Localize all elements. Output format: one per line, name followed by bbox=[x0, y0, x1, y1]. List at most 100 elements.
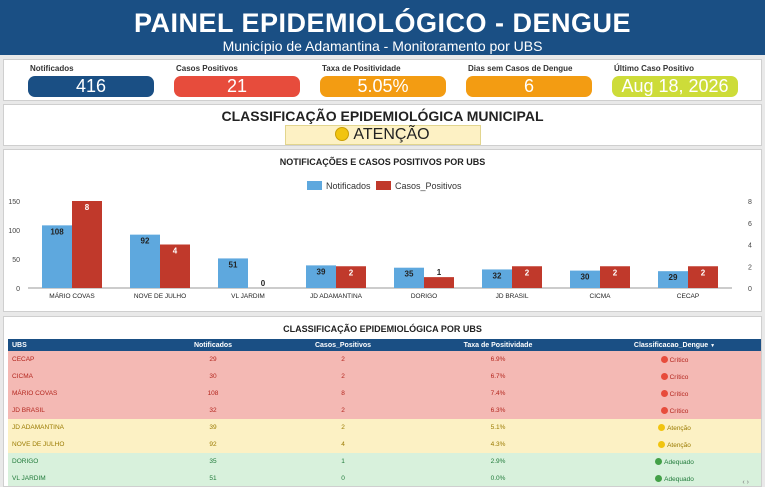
bar-chart-panel: NOTIFICAÇÕES E CASOS POSITIVOS POR UBS N… bbox=[3, 149, 762, 312]
kpi-dias-sem-casos: Dias sem Casos de Dengue 6 bbox=[466, 60, 592, 97]
data-label-notificados: 51 bbox=[229, 260, 238, 269]
chart-title: NOTIFICAÇÕES E CASOS POSITIVOS POR UBS bbox=[279, 157, 486, 167]
kpi-label: Último Caso Positivo bbox=[614, 64, 695, 73]
col-casos-positivos[interactable]: Casos_Positivos bbox=[314, 341, 372, 349]
cell-positivos: 2 bbox=[341, 407, 345, 414]
table-row[interactable]: MÁRIO COVAS 108 8 7.4% Crítico bbox=[8, 385, 761, 402]
bar-notificados bbox=[130, 234, 160, 288]
cell-taxa: 2.9% bbox=[490, 458, 506, 465]
cell-classificacao: Adequado bbox=[588, 470, 761, 486]
y-right-tick-label: 0 bbox=[748, 286, 752, 293]
cell-positivos: 4 bbox=[341, 441, 345, 448]
data-label-notificados: 29 bbox=[669, 273, 678, 282]
cell-ubs: VL JARDIM bbox=[12, 475, 46, 482]
table-row[interactable]: JD ADAMANTINA 39 2 5.1% Atenção bbox=[8, 419, 761, 436]
y-left-tick-label: 100 bbox=[8, 228, 20, 235]
ubs-table-panel: CLASSIFICAÇÃO EPIDEMIOLÓGICA POR UBS UBS… bbox=[3, 316, 762, 487]
kpi-value: 5.05% bbox=[320, 76, 446, 97]
cell-classificacao: Crítico bbox=[588, 385, 761, 402]
y-right-tick-label: 8 bbox=[748, 199, 752, 206]
cell-ubs: JD ADAMANTINA bbox=[12, 424, 65, 431]
table-row[interactable]: CICMA 30 2 6.7% Crítico bbox=[8, 368, 761, 385]
kpi-label: Notificados bbox=[30, 64, 74, 73]
y-left-tick-label: 0 bbox=[16, 286, 20, 293]
cell-notificados: 39 bbox=[209, 424, 217, 431]
cell-positivos: 2 bbox=[341, 356, 345, 363]
dashboard-header: PAINEL EPIDEMIOLÓGICO - DENGUE Município… bbox=[0, 0, 765, 55]
cell-ubs: JD BRASIL bbox=[12, 407, 45, 414]
y-right-tick-label: 6 bbox=[748, 221, 752, 228]
cell-ubs: CECAP bbox=[12, 356, 35, 363]
data-label-casos-positivos: 8 bbox=[85, 203, 90, 212]
kpi-scorecards: Notificados 416 Casos Positivos 21 Taxa … bbox=[3, 59, 762, 101]
table-row[interactable]: CECAP 29 2 6.9% Crítico bbox=[8, 351, 761, 368]
page-title: PAINEL EPIDEMIOLÓGICO - DENGUE bbox=[133, 8, 632, 38]
yellow-circle-icon bbox=[335, 127, 350, 141]
municipal-classification: CLASSIFICAÇÃO EPIDEMIOLÓGICA MUNICIPAL A… bbox=[3, 104, 762, 146]
bar-notificados bbox=[306, 265, 336, 288]
page-subtitle: Município de Adamantina - Monitoramento … bbox=[222, 38, 543, 54]
col-notificados[interactable]: Notificados bbox=[193, 341, 233, 349]
kpi-value: 21 bbox=[174, 76, 300, 97]
classification-title: CLASSIFICAÇÃO EPIDEMIOLÓGICA MUNICIPAL bbox=[221, 108, 544, 124]
kpi-notificados: Notificados 416 bbox=[28, 60, 154, 97]
sort-desc-icon: ▼ bbox=[710, 342, 716, 349]
bar-notificados bbox=[482, 269, 512, 288]
classification-badge: ATENÇÃO bbox=[284, 125, 481, 145]
cell-taxa: 6.3% bbox=[490, 407, 506, 414]
data-label-notificados: 32 bbox=[493, 271, 502, 280]
table-row[interactable]: NOVE DE JULHO 92 4 4.3% Atenção bbox=[8, 436, 761, 453]
pagination-arrows[interactable]: ‹ › bbox=[742, 479, 749, 486]
cell-taxa: 6.9% bbox=[490, 356, 506, 363]
x-tick-label: VL JARDIM bbox=[231, 293, 265, 300]
table-row[interactable]: JD BRASIL 32 2 6.3% Crítico bbox=[8, 402, 761, 419]
kpi-label: Taxa de Positividade bbox=[322, 64, 401, 73]
col-taxa[interactable]: Taxa de Positividade bbox=[463, 341, 533, 349]
classification-text: Crítico bbox=[669, 356, 689, 364]
y-left-tick-label: 50 bbox=[12, 257, 20, 264]
table-row[interactable]: DORIGO 35 1 2.9% Adequado bbox=[8, 453, 761, 470]
status-dot-icon bbox=[658, 440, 666, 448]
classification-text: Crítico bbox=[669, 373, 689, 381]
cell-classificacao: Crítico bbox=[588, 402, 761, 419]
bar-notificados bbox=[570, 270, 600, 288]
col-ubs[interactable]: UBS bbox=[12, 341, 27, 349]
legend-swatch bbox=[307, 181, 322, 190]
x-tick-label: CICMA bbox=[590, 293, 612, 300]
table-header-row: UBS Notificados Casos_Positivos Taxa de … bbox=[8, 339, 761, 351]
data-label-casos-positivos: 2 bbox=[525, 268, 530, 277]
cell-notificados: 30 bbox=[209, 373, 217, 380]
cell-classificacao: Crítico bbox=[588, 351, 761, 368]
y-right-tick-label: 4 bbox=[748, 243, 752, 250]
kpi-value: Aug 18, 2026 bbox=[612, 76, 738, 97]
kpi-label: Casos Positivos bbox=[176, 64, 238, 73]
cell-classificacao: Crítico bbox=[588, 368, 761, 385]
classification-text: Atenção bbox=[667, 424, 691, 432]
cell-positivos: 2 bbox=[341, 373, 345, 380]
cell-classificacao: Adequado bbox=[588, 453, 761, 470]
cell-notificados: 51 bbox=[209, 475, 217, 482]
x-tick-label: NOVE DE JULHO bbox=[134, 293, 186, 300]
status-dot-icon bbox=[658, 423, 666, 431]
status-dot-icon bbox=[655, 457, 663, 465]
kpi-ultimo-caso: Último Caso Positivo Aug 18, 2026 bbox=[612, 60, 738, 97]
bar-notificados bbox=[218, 258, 248, 288]
cell-notificados: 92 bbox=[209, 441, 217, 448]
cell-ubs: MÁRIO COVAS bbox=[12, 390, 58, 397]
cell-positivos: 0 bbox=[341, 475, 345, 482]
x-tick-label: CECAP bbox=[677, 293, 699, 300]
data-label-casos-positivos: 4 bbox=[173, 247, 178, 256]
y-left-tick-label: 150 bbox=[8, 199, 20, 206]
cell-positivos: 8 bbox=[341, 390, 345, 397]
data-label-notificados: 108 bbox=[50, 227, 64, 236]
table-row[interactable]: VL JARDIM 51 0 0.0% Adequado bbox=[8, 470, 761, 486]
cell-taxa: 4.3% bbox=[490, 441, 506, 448]
kpi-label: Dias sem Casos de Dengue bbox=[468, 64, 573, 73]
y-right-tick-label: 2 bbox=[748, 264, 752, 271]
x-tick-label: DORIGO bbox=[411, 293, 437, 300]
legend-label: Notificados bbox=[326, 181, 371, 191]
classification-status: ATENÇÃO bbox=[353, 126, 430, 143]
data-label-casos-positivos: 2 bbox=[701, 268, 706, 277]
col-classificacao[interactable]: Classificacao_Dengue ▼ bbox=[588, 339, 761, 351]
data-label-notificados: 35 bbox=[405, 270, 414, 279]
